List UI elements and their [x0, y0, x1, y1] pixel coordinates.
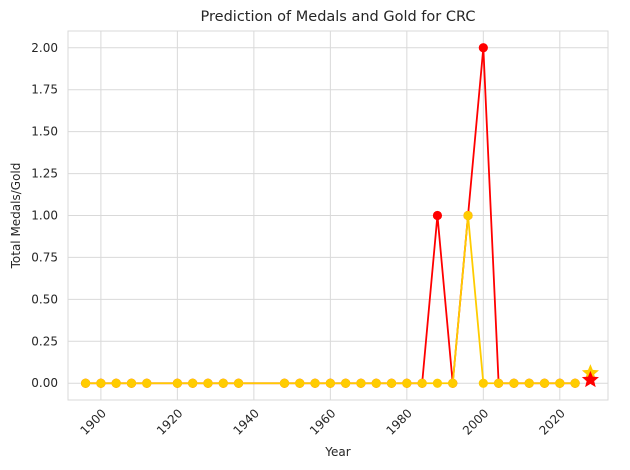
y-tick-label: 1.00 — [31, 209, 58, 223]
x-tick-label: 1960 — [307, 406, 338, 437]
data-point — [218, 378, 228, 388]
data-point — [142, 378, 152, 388]
x-tick-label: 1920 — [154, 406, 185, 437]
data-point — [96, 378, 106, 388]
y-tick-label: 1.75 — [31, 83, 58, 97]
y-axis-label: Total Medals/Gold — [9, 163, 23, 270]
x-tick-label: 1940 — [230, 406, 261, 437]
data-point — [509, 378, 519, 388]
x-tick-label: 1900 — [78, 406, 109, 437]
chart-title: Prediction of Medals and Gold for CRC — [201, 9, 476, 25]
x-tick-label: 2000 — [460, 406, 491, 437]
grid — [68, 31, 608, 400]
data-point — [341, 378, 351, 388]
x-axis-label: Year — [324, 445, 350, 459]
data-point — [555, 378, 565, 388]
data-point — [172, 378, 182, 388]
series-1 — [80, 210, 580, 388]
y-tick-label: 1.50 — [31, 125, 58, 139]
data-point — [386, 378, 397, 388]
data-point — [448, 378, 458, 388]
data-point — [188, 378, 198, 388]
data-point — [432, 378, 443, 388]
y-tick-label: 2.00 — [31, 41, 58, 55]
data-point — [539, 378, 550, 388]
y-tick-label: 1.25 — [31, 167, 58, 181]
data-point — [417, 378, 427, 388]
plot-border — [67, 30, 609, 401]
data-point — [371, 378, 381, 388]
data-point — [356, 378, 366, 388]
x-tick-label: 1980 — [383, 406, 414, 437]
data-point — [295, 378, 305, 388]
y-tick-label: 0.25 — [31, 334, 58, 348]
y-tick-label: 0.50 — [31, 292, 58, 306]
y-tick-label: 0.75 — [31, 250, 58, 264]
data-point — [279, 378, 290, 388]
data-point — [494, 378, 504, 388]
y-tick-label: 0.00 — [31, 376, 58, 390]
data-point — [126, 378, 137, 388]
plot-frame — [67, 30, 609, 401]
data-point — [325, 378, 335, 388]
data-point — [111, 378, 121, 388]
data-point — [233, 378, 244, 388]
data-point — [432, 210, 443, 221]
data-point — [478, 378, 488, 388]
x-tick-labels: 1900 1920 1940 1960 1980 2000 2020 — [78, 406, 568, 437]
data-point — [310, 378, 320, 388]
data-point — [80, 378, 91, 388]
data-point — [524, 378, 534, 388]
series-layer — [80, 43, 599, 388]
data-point — [463, 210, 473, 221]
data-point — [402, 378, 412, 388]
x-tick-label: 2020 — [536, 406, 567, 437]
data-point — [478, 43, 488, 53]
data-point — [203, 378, 213, 388]
y-tick-labels: 0.00 0.25 0.50 0.75 1.00 1.25 1.50 1.75 2.00 — [31, 41, 58, 390]
data-point — [570, 378, 580, 388]
prediction-star — [581, 370, 599, 388]
